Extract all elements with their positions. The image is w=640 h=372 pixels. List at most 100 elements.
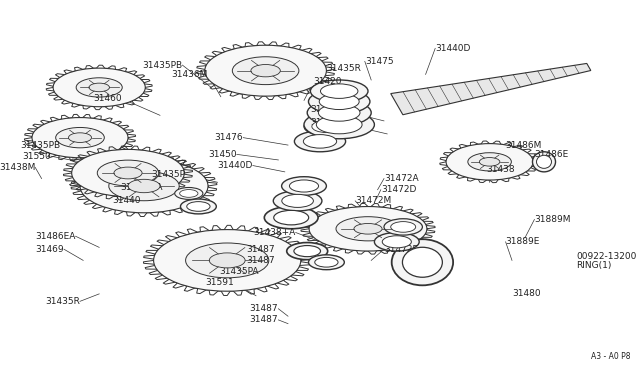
- Text: 31435R: 31435R: [45, 297, 80, 306]
- Ellipse shape: [80, 159, 208, 213]
- Ellipse shape: [76, 78, 122, 97]
- Text: 31472E: 31472E: [384, 245, 418, 254]
- Text: 31435P: 31435P: [152, 170, 186, 179]
- Text: A3 - A0 P8: A3 - A0 P8: [591, 352, 630, 361]
- Ellipse shape: [308, 89, 370, 114]
- Text: 31472M: 31472M: [355, 196, 392, 205]
- Ellipse shape: [307, 100, 371, 126]
- Text: 31450: 31450: [208, 150, 237, 159]
- Ellipse shape: [336, 217, 400, 241]
- Ellipse shape: [68, 133, 92, 142]
- Ellipse shape: [187, 202, 210, 211]
- Ellipse shape: [392, 239, 453, 285]
- Text: 31436M: 31436M: [172, 70, 208, 79]
- Text: 31435PB: 31435PB: [20, 141, 61, 150]
- Ellipse shape: [310, 80, 368, 102]
- Ellipse shape: [97, 160, 159, 186]
- Text: 31475: 31475: [365, 57, 394, 66]
- Ellipse shape: [53, 68, 145, 107]
- Ellipse shape: [287, 243, 328, 260]
- Text: 31487: 31487: [246, 245, 275, 254]
- Ellipse shape: [282, 177, 326, 195]
- Text: 31440D: 31440D: [435, 44, 470, 53]
- Ellipse shape: [109, 171, 179, 201]
- Ellipse shape: [186, 243, 269, 278]
- Text: 31472A: 31472A: [384, 174, 419, 183]
- Text: 31476: 31476: [310, 105, 339, 114]
- Ellipse shape: [289, 180, 319, 192]
- Ellipse shape: [128, 179, 160, 193]
- Text: 31469: 31469: [35, 245, 64, 254]
- Ellipse shape: [32, 118, 128, 158]
- Ellipse shape: [309, 206, 427, 251]
- Ellipse shape: [382, 236, 412, 248]
- Text: 31476: 31476: [214, 133, 243, 142]
- Ellipse shape: [303, 135, 337, 148]
- Text: 31487: 31487: [250, 304, 278, 313]
- Text: 31436MA: 31436MA: [121, 183, 163, 192]
- Ellipse shape: [354, 224, 382, 234]
- Ellipse shape: [536, 155, 552, 169]
- Ellipse shape: [384, 219, 422, 235]
- Ellipse shape: [316, 115, 362, 134]
- Text: RING(1): RING(1): [576, 262, 611, 270]
- Ellipse shape: [89, 83, 109, 92]
- Text: 31487: 31487: [246, 256, 275, 265]
- Ellipse shape: [154, 230, 301, 291]
- Ellipse shape: [72, 150, 184, 196]
- Ellipse shape: [314, 105, 352, 122]
- Ellipse shape: [175, 187, 203, 199]
- Ellipse shape: [321, 84, 358, 98]
- Text: 31480: 31480: [512, 289, 541, 298]
- Ellipse shape: [532, 152, 556, 172]
- Text: 31486EA: 31486EA: [35, 232, 76, 241]
- Ellipse shape: [180, 190, 198, 197]
- Ellipse shape: [403, 247, 442, 277]
- Ellipse shape: [209, 253, 245, 268]
- Text: 31435R: 31435R: [326, 64, 361, 73]
- Text: 31591: 31591: [205, 278, 234, 287]
- Ellipse shape: [294, 131, 346, 152]
- Ellipse shape: [264, 206, 318, 229]
- Ellipse shape: [319, 94, 359, 109]
- Text: 31486E: 31486E: [534, 150, 569, 159]
- Text: 31460: 31460: [93, 94, 122, 103]
- Text: 31435PA: 31435PA: [220, 267, 259, 276]
- Ellipse shape: [315, 257, 338, 267]
- Ellipse shape: [232, 57, 299, 84]
- Ellipse shape: [479, 157, 500, 166]
- Text: 00922-13200: 00922-13200: [576, 252, 636, 261]
- Text: 31473: 31473: [310, 118, 339, 127]
- Ellipse shape: [304, 110, 374, 139]
- Ellipse shape: [273, 191, 322, 211]
- Ellipse shape: [294, 246, 321, 257]
- Text: 31438+A: 31438+A: [253, 228, 296, 237]
- Ellipse shape: [251, 64, 280, 77]
- Ellipse shape: [180, 199, 216, 214]
- Ellipse shape: [56, 128, 104, 148]
- Ellipse shape: [321, 108, 346, 119]
- Ellipse shape: [205, 45, 326, 96]
- Text: 31889E: 31889E: [506, 237, 540, 246]
- Ellipse shape: [304, 117, 349, 136]
- Text: 31438M: 31438M: [0, 163, 35, 172]
- Text: 31435PB: 31435PB: [142, 61, 182, 70]
- Text: 31550: 31550: [22, 152, 51, 161]
- Text: 31440D: 31440D: [218, 161, 253, 170]
- Ellipse shape: [468, 153, 511, 171]
- Ellipse shape: [274, 211, 308, 225]
- Polygon shape: [391, 64, 591, 115]
- Ellipse shape: [312, 121, 341, 132]
- Ellipse shape: [390, 222, 416, 232]
- Text: 31486M: 31486M: [506, 141, 542, 150]
- Text: 31487: 31487: [250, 315, 278, 324]
- Text: 31440: 31440: [112, 196, 141, 205]
- Ellipse shape: [374, 232, 419, 251]
- Text: 31472D: 31472D: [381, 185, 416, 194]
- Text: 31420: 31420: [314, 77, 342, 86]
- Ellipse shape: [319, 104, 360, 121]
- Ellipse shape: [308, 255, 344, 270]
- Text: 31438: 31438: [486, 165, 515, 174]
- Text: 31889M: 31889M: [534, 215, 571, 224]
- Ellipse shape: [282, 194, 314, 208]
